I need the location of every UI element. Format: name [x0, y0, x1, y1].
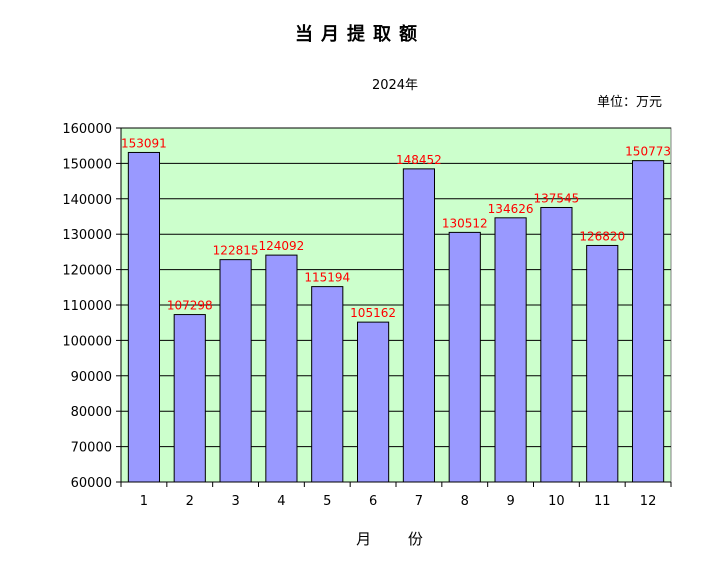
- y-tick-label: 100000: [62, 334, 112, 349]
- bar: [632, 160, 665, 483]
- x-axis-title: 月 份: [356, 530, 439, 548]
- y-tick-label: 60000: [71, 476, 112, 491]
- y-tick-label: 110000: [62, 299, 112, 314]
- y-tick-label: 70000: [71, 441, 112, 456]
- data-label: 122815: [213, 244, 259, 258]
- data-label: 148452: [396, 153, 442, 167]
- y-tick-label: 120000: [62, 264, 112, 279]
- x-tick-label: 8: [461, 494, 469, 509]
- data-label: 105162: [350, 306, 396, 320]
- x-tick-label: 4: [277, 494, 285, 509]
- chart-title: 当月提取额: [295, 24, 425, 45]
- bar: [586, 244, 619, 483]
- data-label: 137545: [534, 191, 580, 205]
- axes: 6000070000800009000010000011000012000013…: [62, 122, 672, 509]
- gridlines: [121, 127, 671, 448]
- data-labels: 153091 107298 122815 124092 115194 105162 1484…: [121, 136, 671, 320]
- data-label: 153091: [121, 136, 167, 150]
- y-tick-label: 130000: [62, 228, 112, 243]
- bar: [540, 206, 573, 483]
- data-label: 130512: [442, 216, 488, 230]
- y-tick-label: 80000: [71, 405, 112, 420]
- x-tick-label: 10: [548, 494, 565, 509]
- data-label: 150773: [625, 145, 671, 159]
- unit-label: 单位：万元: [596, 95, 662, 110]
- bar: [448, 231, 481, 483]
- x-tick-label: 2: [186, 494, 194, 509]
- data-label: 134626: [488, 202, 534, 216]
- y-tick-label: 150000: [62, 157, 112, 172]
- y-tick-label: 160000: [62, 122, 112, 137]
- bar: [219, 259, 252, 483]
- x-tick-label: 11: [594, 494, 611, 509]
- x-tick-label: 5: [323, 494, 331, 509]
- data-label: 115194: [304, 271, 350, 285]
- chart-subtitle: 2024年: [371, 78, 419, 93]
- bar: [265, 254, 298, 483]
- x-tick-label: 9: [506, 494, 514, 509]
- bar: [357, 321, 390, 483]
- y-tick-label: 90000: [71, 370, 112, 385]
- x-tick-label: 3: [231, 494, 239, 509]
- bars: [127, 151, 665, 483]
- x-tick-label: 1: [140, 494, 148, 509]
- bar: [494, 217, 527, 483]
- data-label: 107298: [167, 299, 213, 313]
- bar: [402, 168, 436, 483]
- data-label: 124092: [259, 239, 305, 253]
- bar: [173, 314, 206, 483]
- y-tick-label: 140000: [62, 193, 112, 208]
- bar: [127, 151, 160, 483]
- x-tick-label: 7: [415, 494, 423, 509]
- x-tick-label: 12: [640, 494, 657, 509]
- x-tick-label: 6: [369, 494, 377, 509]
- bar: [311, 286, 344, 483]
- data-label: 126820: [579, 229, 625, 243]
